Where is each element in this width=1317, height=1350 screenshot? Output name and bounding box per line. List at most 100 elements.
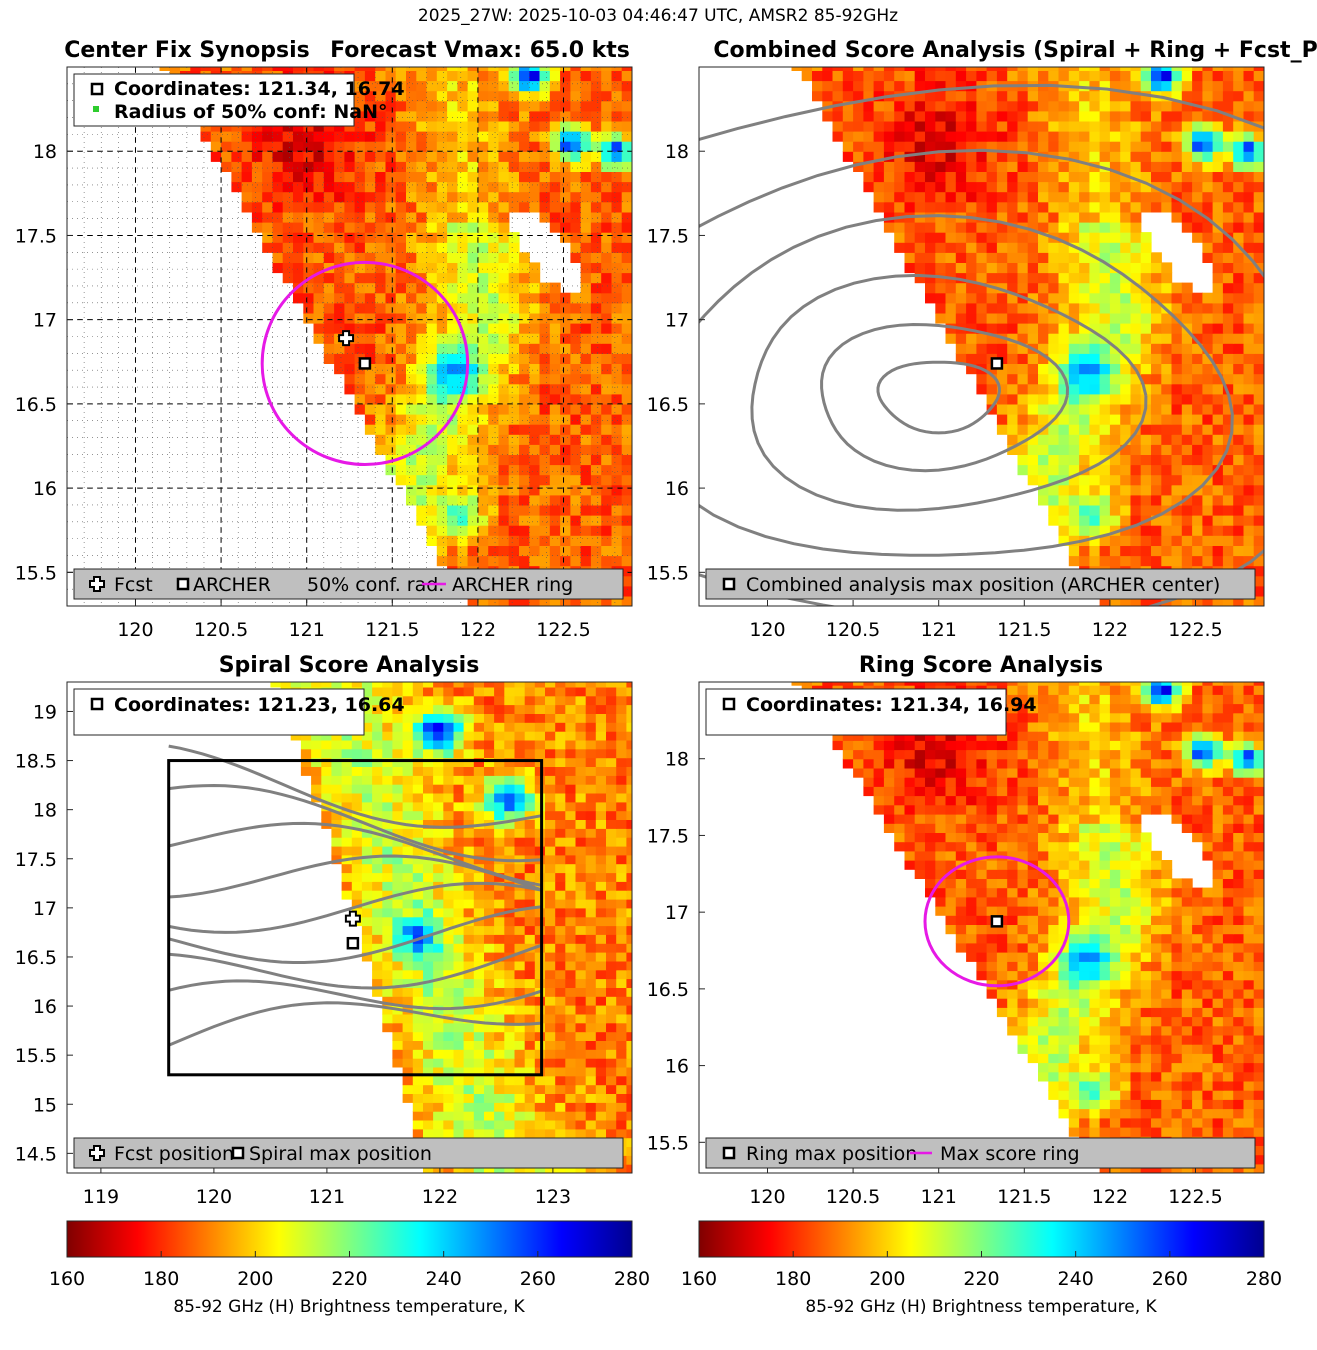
heatmap-cell <box>331 757 343 767</box>
heatmap-cell <box>392 881 404 891</box>
heatmap-cell <box>1222 515 1234 526</box>
heatmap-cell <box>955 292 967 304</box>
heatmap-cell <box>508 312 520 324</box>
heatmap-cell <box>494 969 505 980</box>
heatmap-cell <box>524 713 536 723</box>
heatmap-cell <box>1192 312 1203 324</box>
heatmap-cell <box>925 80 936 92</box>
heatmap-cell <box>616 969 627 980</box>
heatmap-cell <box>351 801 363 812</box>
heatmap-cell <box>385 151 397 162</box>
heatmap-cell <box>1192 333 1203 344</box>
heatmap-cell <box>423 1031 434 1041</box>
heatmap-cell <box>616 837 627 847</box>
heatmap-cell <box>524 1084 536 1094</box>
heatmap-cell <box>575 775 587 785</box>
heatmap-cell <box>514 890 526 900</box>
heatmap-cell <box>382 890 394 900</box>
heatmap-cell <box>436 474 448 486</box>
heatmap-cell <box>575 766 587 776</box>
heatmap-cell <box>402 704 414 714</box>
heatmap-cell <box>1048 424 1060 435</box>
heatmap-cell <box>616 863 627 874</box>
heatmap-cell <box>426 80 438 92</box>
heatmap-cell <box>1007 262 1019 274</box>
heatmap-cell <box>1109 141 1121 152</box>
heatmap-cell <box>626 1005 632 1015</box>
heatmap-cell <box>372 722 383 732</box>
heatmap-cell <box>1027 444 1039 455</box>
heatmap-cell <box>621 191 632 203</box>
heatmap-cell <box>575 731 587 741</box>
heatmap-cell <box>494 1120 505 1130</box>
heatmap-cell <box>1253 131 1264 142</box>
heatmap-cell <box>1243 181 1255 193</box>
contour-line <box>876 360 1001 435</box>
heatmap-cell <box>423 739 434 750</box>
heatmap-cell <box>565 784 577 794</box>
heatmap-cell <box>382 775 394 785</box>
heatmap-cell <box>180 67 191 71</box>
heatmap-cell <box>457 262 469 274</box>
heatmap-cell <box>514 978 526 988</box>
heatmap-cell <box>331 682 343 688</box>
heatmap-cell <box>463 872 475 882</box>
heatmap-cell <box>385 201 397 213</box>
heatmap-cell <box>935 100 947 112</box>
heatmap-cell <box>601 242 613 253</box>
heatmap-cell <box>524 1013 536 1024</box>
heatmap-cell <box>560 363 571 375</box>
heatmap-cell <box>402 899 414 909</box>
heatmap-cell <box>382 801 394 812</box>
heatmap-cell <box>498 272 510 284</box>
heatmap-cell <box>1007 292 1019 304</box>
y-tick-label: 16.5 <box>15 394 57 416</box>
heatmap-cell <box>580 80 592 92</box>
heatmap-cell <box>293 67 304 71</box>
heatmap-cell <box>534 1120 546 1130</box>
heatmap-cell <box>524 837 536 847</box>
heatmap-cell <box>1058 90 1070 102</box>
heatmap-cell <box>364 181 376 193</box>
heatmap-cell <box>1212 232 1224 243</box>
heatmap-cell <box>364 161 376 172</box>
heatmap-cell <box>1058 171 1070 183</box>
heatmap-cell <box>1222 272 1234 284</box>
heatmap-cell <box>601 434 613 445</box>
heatmap-cell <box>1212 67 1224 71</box>
heatmap-cell <box>406 262 417 274</box>
heatmap-cell <box>545 907 556 918</box>
heatmap-cell <box>626 881 632 891</box>
heatmap-cell <box>832 70 844 82</box>
heatmap-cell <box>616 784 627 794</box>
heatmap-cell <box>1120 67 1132 71</box>
heatmap-cell <box>241 151 253 162</box>
heatmap-cell <box>272 181 284 193</box>
heatmap-cell <box>382 766 394 776</box>
heatmap-cell <box>616 925 627 935</box>
heatmap-cell <box>477 242 489 253</box>
heatmap-cell <box>354 90 366 102</box>
heatmap-cell <box>473 775 485 785</box>
heatmap-cell <box>453 1164 465 1173</box>
heatmap-cell <box>467 403 479 415</box>
heatmap-cell <box>1212 242 1224 253</box>
heatmap-cell <box>231 131 243 142</box>
heatmap-cell <box>385 403 397 415</box>
heatmap-cell <box>463 969 475 980</box>
heatmap-cell <box>1068 393 1080 405</box>
heatmap-cell <box>1181 383 1193 395</box>
heatmap-cell <box>1233 323 1245 334</box>
heatmap-cell <box>1222 474 1234 486</box>
heatmap-cell <box>303 161 315 172</box>
heatmap-cell <box>453 996 465 1006</box>
heatmap-cell <box>463 704 475 714</box>
heatmap-cell <box>1243 232 1255 243</box>
heatmap-cell <box>935 222 947 233</box>
heatmap-cell <box>498 262 510 274</box>
heatmap-cell <box>1233 444 1245 455</box>
heatmap-cell <box>477 414 489 425</box>
heatmap-cell <box>443 872 455 882</box>
heatmap-cell <box>555 775 566 785</box>
heatmap-cell <box>354 211 366 223</box>
